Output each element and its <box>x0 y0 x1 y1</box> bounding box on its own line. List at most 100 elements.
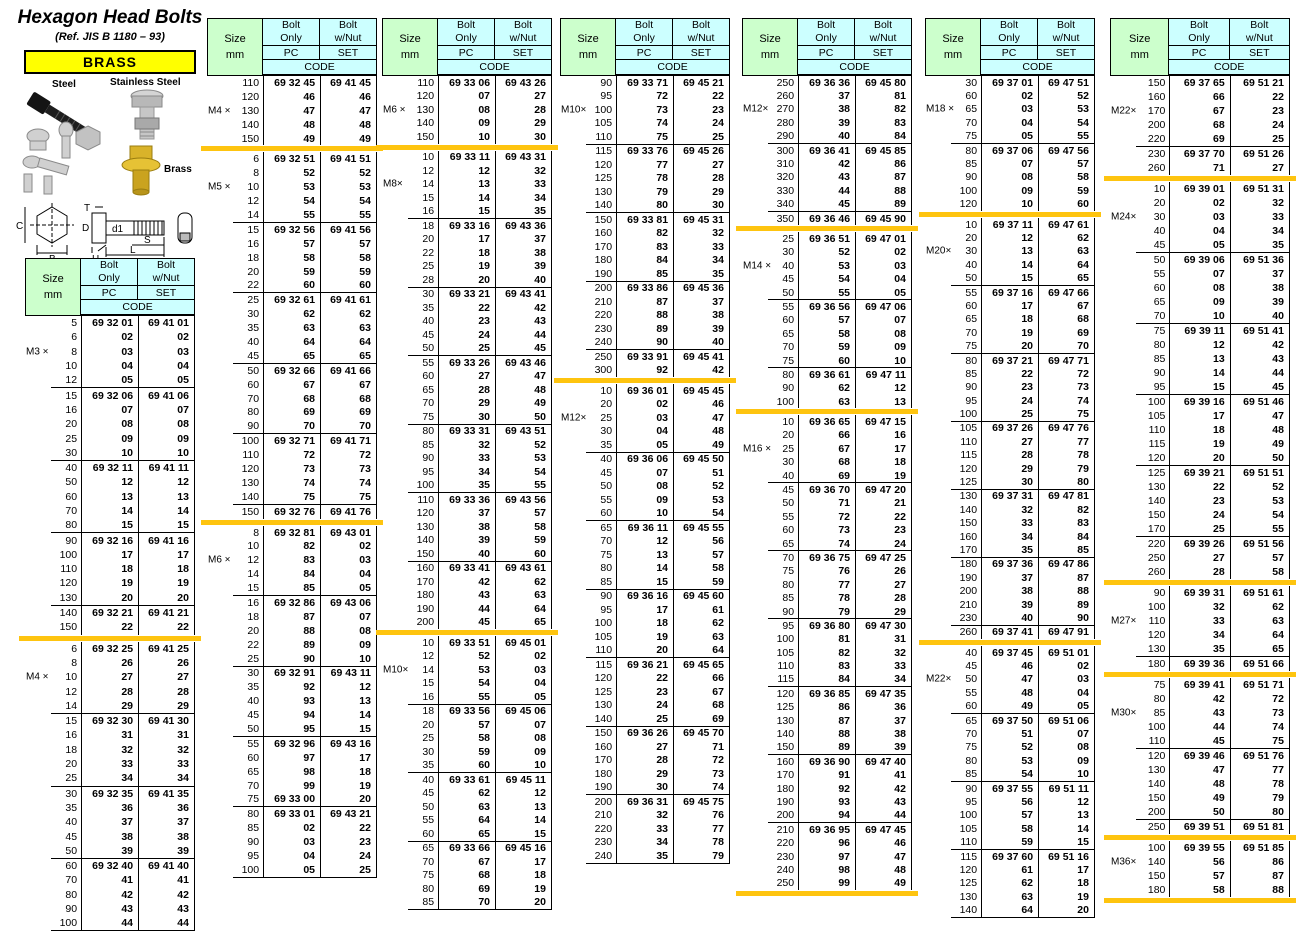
size-value: 14 <box>65 699 78 712</box>
size-value: 12 <box>247 195 260 208</box>
size-value: 150 <box>959 517 978 530</box>
table-row: 190 37 87 <box>925 571 1095 585</box>
table-row: 60 97 17 <box>207 750 377 765</box>
pc-code-cell: 13 <box>81 489 138 504</box>
table-row: M16 × 25 67 17 <box>742 442 912 456</box>
size-value: 120 <box>1147 750 1166 762</box>
pc-code-cell: 62 <box>263 307 320 322</box>
size-cell: M22× 170 <box>1110 104 1169 118</box>
size-value: 80 <box>1153 339 1166 351</box>
table-row: 140 75 75 <box>207 489 377 504</box>
size-value: 220 <box>594 309 613 322</box>
pc-code-cell: 18 <box>616 616 673 630</box>
row-group-separator <box>586 349 730 350</box>
table-row: 75 69 39 11 69 51 41 <box>1110 324 1290 338</box>
pc-code-cell: 69 39 26 <box>1169 537 1229 551</box>
pc-code-cell: 69 33 66 <box>438 841 495 855</box>
size-value: 160 <box>416 562 435 575</box>
set-code-cell: 07 <box>495 718 552 732</box>
set-code-cell: 69 41 45 <box>320 76 377 90</box>
size-value: 90 <box>65 903 78 916</box>
pc-code-cell: 88 <box>616 308 673 322</box>
size-value: 110 <box>1148 424 1166 436</box>
table-row: 60 10 54 <box>560 506 730 520</box>
size-value: 55 <box>782 510 795 523</box>
set-code-cell: 12 <box>855 381 912 395</box>
size-cell: 100 <box>1110 600 1169 614</box>
set-code-cell: 74 <box>673 780 730 794</box>
pc-code-cell: 65 <box>263 348 320 363</box>
size-cell: 150 <box>925 517 981 530</box>
size-cell: 70 <box>207 779 263 793</box>
set-code-cell: 69 51 16 <box>1038 849 1095 864</box>
size-value: 55 <box>247 737 260 750</box>
set-code-cell: 02 <box>320 539 377 554</box>
set-code-cell: 52 <box>673 479 730 493</box>
table-row: 55 48 04 <box>925 686 1095 700</box>
size-cell: 150 <box>1110 869 1169 883</box>
code-header: CODE <box>1169 60 1290 76</box>
pc-code-cell: 19 <box>616 630 673 644</box>
set-code-cell: 88 <box>1229 883 1290 897</box>
size-cell: 90 <box>560 590 616 604</box>
table-row: 75 05 55 <box>925 129 1095 143</box>
pc-code-cell: 69 39 21 <box>1169 466 1229 480</box>
table-row: 170 83 33 <box>560 240 730 254</box>
set-code-cell: 39 <box>138 843 195 858</box>
table-row: 12 54 54 <box>207 194 377 209</box>
size-cell: 150 <box>382 547 438 561</box>
size-cell: 10 <box>25 359 81 373</box>
size-cell: 340 <box>742 198 798 211</box>
pc-code-cell: 20 <box>981 339 1038 353</box>
set-code-cell: 62 <box>673 616 730 630</box>
set-code-cell: 69 51 81 <box>1229 820 1290 834</box>
pc-code-cell: 89 <box>263 637 320 652</box>
table-row: M27× 110 33 63 <box>1110 614 1290 628</box>
pc-code-cell: 86 <box>798 700 855 714</box>
thread-prefix: M8× <box>383 178 403 190</box>
size-cell: 250 <box>560 350 616 364</box>
size-cell: 130 <box>382 520 438 534</box>
set-code-cell: 05 <box>1038 699 1095 713</box>
set-code-cell: 69 51 46 <box>1229 395 1290 409</box>
table-row: 230 97 47 <box>742 849 912 864</box>
table-row: 95 24 74 <box>925 393 1095 408</box>
thread-prefix: M36× <box>1111 856 1137 868</box>
set-code-cell: 69 41 61 <box>320 293 377 308</box>
size-value: 340 <box>776 198 795 211</box>
size-cell: 50 <box>560 480 616 494</box>
set-code-cell: 03 <box>320 553 377 568</box>
set-code-cell: 79 <box>1038 461 1095 476</box>
pc-code-cell: 09 <box>981 184 1038 198</box>
size-value: 260 <box>1147 162 1166 174</box>
size-value: 140 <box>1147 778 1166 790</box>
size-value: 110 <box>417 493 435 506</box>
size-value: 40 <box>65 462 78 475</box>
size-cell: 20 <box>742 429 798 442</box>
set-code-cell: 24 <box>1229 118 1290 132</box>
size-value: 150 <box>1147 77 1166 89</box>
size-cell: 120 <box>25 576 81 590</box>
table-row: 250 69 39 51 69 51 81 <box>1110 820 1290 834</box>
pc-code-cell: 44 <box>798 184 855 198</box>
table-row: 70 04 54 <box>925 116 1095 130</box>
pc-code-cell: 69 36 51 <box>798 232 855 246</box>
size-value: 140 <box>416 534 435 547</box>
size-value: 35 <box>422 759 435 772</box>
table-row: 260 69 37 41 69 47 91 <box>925 625 1095 640</box>
size-value: 70 <box>247 392 260 405</box>
size-cell: 95 <box>560 90 616 104</box>
table-row: 22 89 09 <box>207 637 377 652</box>
set-code-cell: 17 <box>138 547 195 563</box>
table-row: 90 69 37 55 69 51 11 <box>925 781 1095 796</box>
size-value: 120 <box>416 90 435 103</box>
set-code-cell: 62 <box>1038 231 1095 245</box>
set-code-cell: 12 <box>138 475 195 490</box>
steel-label: Steel <box>52 79 76 90</box>
row-group-separator <box>51 604 195 606</box>
set-code-cell: 48 <box>1229 423 1290 437</box>
size-value: 100 <box>776 633 795 646</box>
set-code-cell: 09 <box>1038 754 1095 768</box>
size-cell: 220 <box>1110 132 1169 146</box>
table-row: 80 77 27 <box>742 578 912 592</box>
